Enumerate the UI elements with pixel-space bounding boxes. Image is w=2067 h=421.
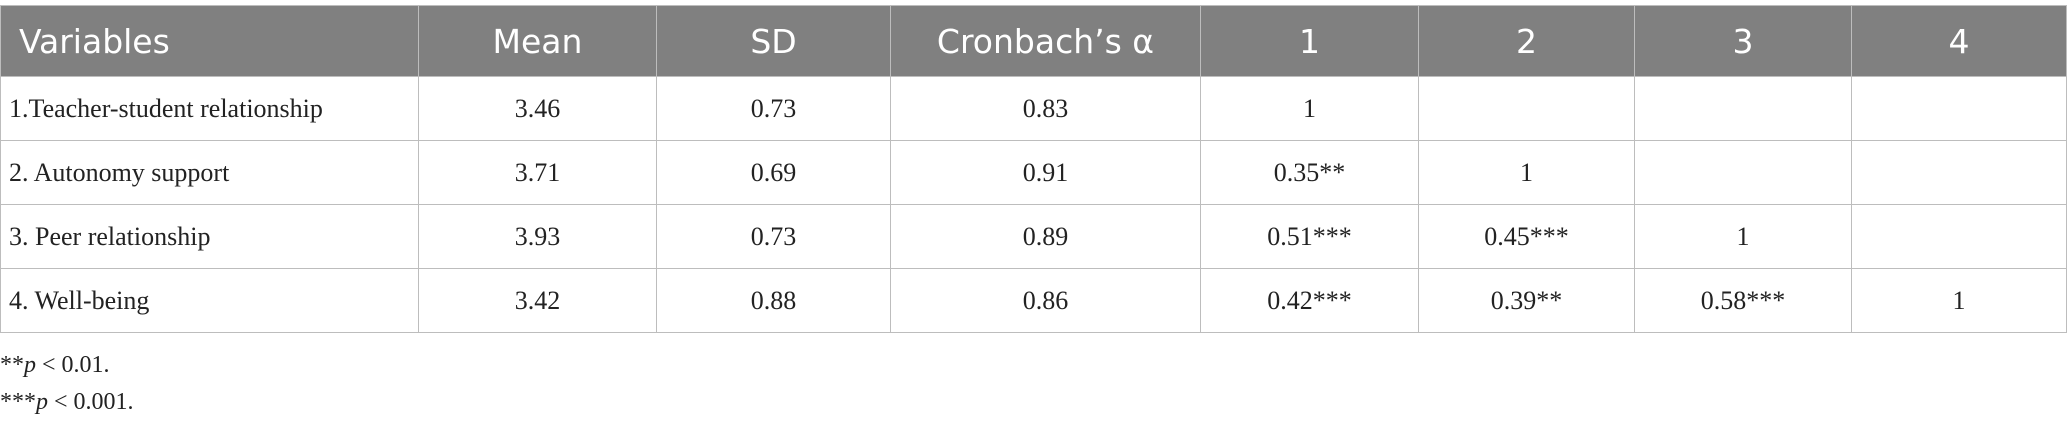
table-body: 1.Teacher-student relationship 3.46 0.73 0.… (0, 76, 2067, 333)
table-cell: 3.93 (418, 204, 657, 269)
table-cell: 3.46 (418, 76, 657, 141)
table-cell: 0.86 (890, 268, 1201, 333)
empty-cell (1418, 76, 1635, 141)
header-cell: SD (656, 5, 891, 77)
table-cell: 3.42 (418, 268, 657, 333)
footnote-text: < 0.01. (36, 352, 110, 378)
empty-cell (1634, 76, 1852, 141)
table-cell: 1 (1418, 140, 1635, 205)
footnote-marker: ** (0, 352, 24, 378)
footnote: **p < 0.01. (0, 347, 2067, 384)
table-cell: 1 (1634, 204, 1852, 269)
table-cell: 3.71 (418, 140, 657, 205)
table-cell: 0.51*** (1200, 204, 1419, 269)
table-cell: 1.Teacher-student relationship (0, 76, 419, 141)
table-cell: 1 (1200, 76, 1419, 141)
table-row: 1.Teacher-student relationship 3.46 0.73 0.… (0, 76, 2067, 141)
footnote-marker: *** (0, 389, 36, 415)
header-cell: Cronbach’s α (890, 5, 1201, 77)
footnote-text: < 0.001. (48, 389, 134, 415)
table-cell: 0.58*** (1634, 268, 1852, 333)
header-cell: 3 (1634, 5, 1852, 77)
table-row: 2. Autonomy support 3.71 0.69 0.91 0.35** 1 (0, 140, 2067, 205)
footnote: ***p < 0.001. (0, 384, 2067, 421)
empty-cell (1851, 76, 2067, 141)
table-cell: 0.45*** (1418, 204, 1635, 269)
table-cell: 0.73 (656, 204, 891, 269)
footnote-symbol: p (36, 389, 48, 415)
empty-cell (1851, 204, 2067, 269)
header-cell: Mean (418, 5, 657, 77)
empty-cell (1851, 140, 2067, 205)
table-cell: 0.73 (656, 76, 891, 141)
table-cell: 0.83 (890, 76, 1201, 141)
table-cell: 3. Peer relationship (0, 204, 419, 269)
table-cell: 0.89 (890, 204, 1201, 269)
header-cell: Variables (0, 5, 419, 77)
table-cell: 0.69 (656, 140, 891, 205)
table-cell: 0.42*** (1200, 268, 1419, 333)
table-row: 3. Peer relationship 3.93 0.73 0.89 0.51*** 0… (0, 204, 2067, 269)
header-cell: 2 (1418, 5, 1635, 77)
empty-cell (1634, 140, 1852, 205)
header-cell: 1 (1200, 5, 1419, 77)
header-cell: 4 (1851, 5, 2067, 77)
table-cell: 0.35** (1200, 140, 1419, 205)
table-cell: 0.88 (656, 268, 891, 333)
table-cell: 4. Well-being (0, 268, 419, 333)
table-cell: 2. Autonomy support (0, 140, 419, 205)
table-cell: 0.91 (890, 140, 1201, 205)
table-cell: 1 (1851, 268, 2067, 333)
footnote-symbol: p (24, 352, 36, 378)
table-row: 4. Well-being 3.42 0.88 0.86 0.42*** 0.39** 0.… (0, 268, 2067, 333)
footnotes: **p < 0.01. ***p < 0.001. (0, 347, 2067, 421)
table-cell: 0.39** (1418, 268, 1635, 333)
